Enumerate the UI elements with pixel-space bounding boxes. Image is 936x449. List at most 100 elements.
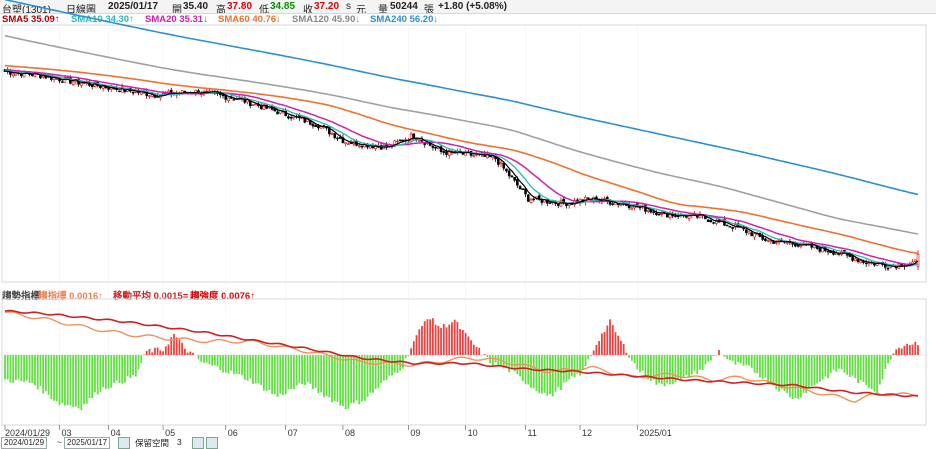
histogram-bar <box>475 346 478 356</box>
start-date-field[interactable]: 2024/01/29 <box>1 437 48 449</box>
histogram-bar <box>124 355 126 383</box>
histogram-bar <box>363 355 366 401</box>
histogram-bar <box>911 344 914 356</box>
histogram-bar <box>527 355 530 385</box>
candle-body <box>232 99 236 101</box>
candle-body <box>3 69 7 72</box>
volume-value: 50244 <box>390 1 418 12</box>
candle-body <box>328 126 331 135</box>
candle-body <box>644 204 647 212</box>
candle-body <box>777 239 781 243</box>
candle-body <box>205 90 208 93</box>
candle-body <box>417 140 421 142</box>
histogram-bar <box>331 355 333 403</box>
histogram-bar <box>230 355 233 371</box>
candle-body <box>461 151 465 155</box>
candle-body <box>145 91 149 97</box>
candle-body <box>407 139 410 142</box>
histogram-bar <box>840 355 843 370</box>
histogram-bar <box>437 325 440 356</box>
keep-space-decrease-button[interactable] <box>192 437 204 449</box>
candle-body <box>630 207 634 210</box>
trend-strength-legend: 趨強度 0.0076↑ <box>190 291 255 302</box>
histogram-bar <box>483 354 486 356</box>
candle-body <box>818 247 822 252</box>
histogram-bar <box>794 355 797 399</box>
candle-body <box>276 111 279 115</box>
candle-body <box>96 81 99 87</box>
histogram-bar <box>590 355 592 357</box>
candle-body <box>202 91 206 95</box>
histogram-bar <box>167 344 170 356</box>
histogram-bar <box>31 355 34 383</box>
candle-body <box>85 82 89 84</box>
candle-body <box>712 222 715 224</box>
histogram-bar <box>410 348 412 356</box>
candle-body <box>843 250 846 254</box>
calendar-button[interactable] <box>118 437 130 449</box>
candle-body <box>308 120 312 125</box>
candle-body <box>90 84 94 87</box>
candle-body <box>502 163 506 169</box>
histogram-bar <box>772 355 775 386</box>
histogram-bar <box>620 340 622 356</box>
candle-body <box>900 264 903 267</box>
candle-body <box>439 146 443 152</box>
candle-body <box>889 265 893 268</box>
candle-body <box>183 91 187 94</box>
candle-body <box>423 142 427 145</box>
histogram-bar <box>682 355 685 377</box>
histogram-bar <box>61 355 64 404</box>
histogram-bar <box>625 352 628 356</box>
histogram-bar <box>718 350 720 356</box>
histogram-bar <box>898 347 900 356</box>
histogram-bar <box>701 355 704 371</box>
candle-body <box>262 103 266 110</box>
candle-body <box>322 125 326 127</box>
histogram-bar <box>12 355 15 383</box>
keep-space-increase-button[interactable] <box>206 437 218 449</box>
candle-body <box>834 252 838 256</box>
candle-body <box>592 196 595 201</box>
candle-body <box>483 153 486 157</box>
candle-body <box>398 139 402 141</box>
histogram-bar <box>374 355 377 390</box>
candle-body <box>420 138 424 142</box>
histogram-bar <box>429 319 432 356</box>
histogram-bar <box>50 355 53 400</box>
indicator-panel-frame <box>1 298 927 426</box>
price-panel-frame <box>1 24 927 283</box>
candle-body <box>633 204 636 209</box>
candle-body <box>783 240 786 243</box>
histogram-bar <box>906 343 908 356</box>
histogram-bar <box>72 355 75 407</box>
end-date-field[interactable]: 2025/01/17 <box>64 437 111 449</box>
histogram-bar <box>606 325 609 356</box>
histogram-bar <box>170 337 173 356</box>
candle-body <box>467 151 470 154</box>
candle-body <box>573 200 576 206</box>
candle-body <box>799 245 803 248</box>
candle-body <box>796 244 800 247</box>
histogram-bar <box>25 355 28 381</box>
histogram-bar <box>650 355 652 381</box>
candle-body <box>728 226 732 228</box>
histogram-bar <box>829 355 832 374</box>
histogram-bar <box>434 324 437 356</box>
histogram-bar <box>153 347 156 356</box>
histogram-bar <box>707 355 710 362</box>
candle-body <box>774 242 778 244</box>
histogram-bar <box>595 345 598 356</box>
candle-body <box>655 212 658 216</box>
candle-body <box>374 145 377 149</box>
candle-body <box>802 242 805 245</box>
candle-body <box>488 153 492 158</box>
candle-body <box>259 105 263 110</box>
candle-body <box>349 142 353 145</box>
candle-body <box>71 81 75 85</box>
histogram-bar <box>85 355 88 404</box>
candle-body <box>396 140 399 143</box>
histogram-bar <box>497 355 500 367</box>
candle-body <box>363 143 367 148</box>
keep-space-value[interactable]: 3 <box>177 437 182 447</box>
